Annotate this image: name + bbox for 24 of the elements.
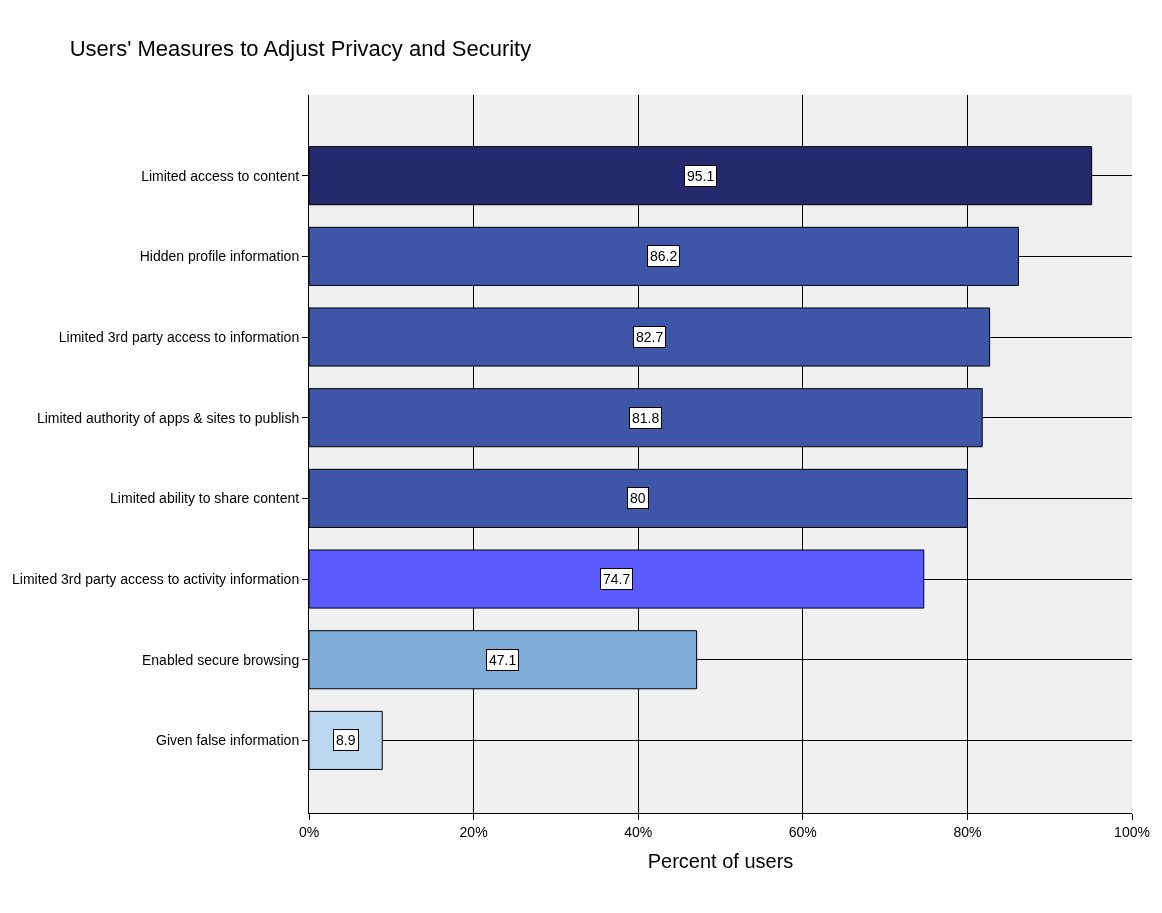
data-label: 81.8 — [632, 410, 660, 426]
x-tick-label: 40% — [624, 823, 653, 840]
y-tick-label: Limited authority of apps & sites to publish — [36, 409, 300, 426]
y-tick-label: Limited ability to share content — [110, 490, 300, 507]
data-label: 82.7 — [636, 329, 664, 345]
data-label: 47.1 — [489, 652, 517, 668]
y-tick-label: Hidden profile information — [139, 248, 300, 265]
y-tick-label: Enabled secure browsing — [141, 651, 300, 668]
x-tick-label: 100% — [1114, 823, 1150, 840]
x-axis-title: Percent of users — [647, 850, 794, 873]
x-tick-label: 80% — [953, 823, 982, 840]
chart-title: Users' Measures to Adjust Privacy and Security — [69, 36, 532, 62]
data-label: 8.9 — [336, 732, 356, 748]
data-label: 95.1 — [687, 168, 715, 184]
y-tick-label: Limited 3rd party access to activity information — [12, 570, 300, 587]
x-tick-label: 0% — [298, 823, 320, 840]
data-label: 86.2 — [650, 248, 678, 264]
y-tick-label: Given false information — [156, 732, 300, 749]
x-tick-label: 20% — [459, 823, 488, 840]
data-label: 74.7 — [603, 571, 631, 587]
x-tick-label: 60% — [788, 823, 817, 840]
y-tick-label: Limited access to content — [141, 167, 300, 184]
data-label: 80 — [630, 490, 646, 506]
y-tick-label: Limited 3rd party access to information — [58, 328, 300, 345]
